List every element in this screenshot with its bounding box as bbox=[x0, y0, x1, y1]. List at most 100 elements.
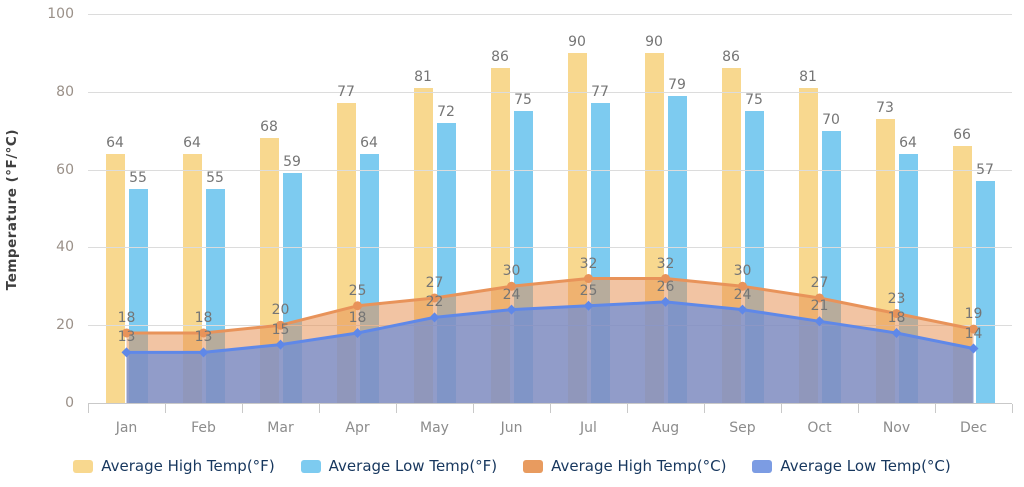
x-axis-tick bbox=[935, 404, 936, 413]
legend-item[interactable]: Average Low Temp(°F) bbox=[300, 457, 498, 475]
area-value-label: 27 bbox=[425, 274, 444, 291]
bar-value-label: 75 bbox=[745, 92, 763, 109]
bar-value-label: 75 bbox=[514, 92, 532, 109]
legend-item[interactable]: Average Low Temp(°C) bbox=[752, 457, 951, 475]
x-tick-label: May bbox=[420, 420, 449, 436]
bar-value-label: 90 bbox=[568, 33, 586, 50]
x-tick-label: Apr bbox=[345, 420, 370, 436]
diamond-marker bbox=[506, 304, 517, 315]
y-axis-title: Temperature (°F/°C) bbox=[4, 129, 20, 291]
bar-value-label: 81 bbox=[414, 68, 432, 85]
area-value-label: 21 bbox=[810, 298, 829, 315]
bar-value-label: 77 bbox=[591, 84, 609, 101]
x-axis-tick bbox=[319, 404, 320, 413]
x-tick-label: Dec bbox=[959, 420, 988, 436]
gridline bbox=[88, 14, 1012, 15]
gridline bbox=[88, 247, 1012, 248]
x-axis-tick bbox=[1012, 404, 1013, 413]
area-value-label: 24 bbox=[502, 286, 521, 303]
x-tick-label: Jun bbox=[500, 420, 523, 436]
x-axis-tick bbox=[396, 404, 397, 413]
diamond-marker bbox=[429, 312, 440, 323]
x-axis-tick bbox=[550, 404, 551, 413]
y-tick-label: 100 bbox=[47, 6, 74, 22]
area-value-label: 13 bbox=[117, 329, 136, 346]
gridline bbox=[88, 92, 1012, 93]
circle-marker bbox=[430, 293, 439, 303]
bar-value-label: 64 bbox=[106, 135, 124, 152]
bar-value-label: 68 bbox=[260, 119, 278, 136]
circle-marker bbox=[584, 274, 593, 284]
diamond-marker bbox=[737, 304, 748, 315]
area-avg-low-c bbox=[121, 296, 979, 403]
legend-label: Average High Temp(°F) bbox=[101, 457, 275, 475]
x-tick-label: Nov bbox=[882, 420, 911, 436]
bar-value-label: 79 bbox=[668, 76, 686, 93]
area-fill bbox=[126, 301, 974, 403]
legend-label: Average Low Temp(°F) bbox=[328, 457, 498, 475]
y-tick-label: 60 bbox=[56, 162, 74, 178]
area-value-label: 14 bbox=[964, 325, 983, 342]
y-tick-label: 20 bbox=[56, 317, 74, 333]
x-axis-tick bbox=[473, 404, 474, 413]
diamond-marker bbox=[814, 316, 825, 327]
bar-avg-high-f bbox=[105, 154, 125, 403]
area-value-label: 18 bbox=[194, 309, 213, 326]
area-value-label: 30 bbox=[502, 263, 521, 280]
bar-value-label: 57 bbox=[976, 162, 994, 179]
bar-value-label: 66 bbox=[953, 127, 971, 144]
area-value-label: 18 bbox=[117, 309, 136, 326]
bar-value-label: 86 bbox=[491, 49, 509, 66]
area-value-label: 25 bbox=[579, 282, 598, 299]
area-value-label: 22 bbox=[425, 294, 444, 311]
area-value-label: 23 bbox=[887, 290, 906, 307]
x-tick-label: Sep bbox=[729, 420, 756, 436]
area-value-label: 32 bbox=[579, 255, 598, 272]
circle-marker bbox=[815, 293, 824, 303]
legend: Average High Temp(°F) Average Low Temp(°F… bbox=[0, 451, 1024, 481]
diamond-marker bbox=[121, 347, 132, 358]
circle-marker bbox=[661, 274, 670, 284]
area-line bbox=[126, 300, 974, 354]
y-tick-label: 0 bbox=[65, 395, 74, 411]
legend-item[interactable]: Average High Temp(°F) bbox=[73, 457, 275, 475]
area-value-label: 15 bbox=[271, 321, 290, 338]
legend-item[interactable]: Average High Temp(°C) bbox=[523, 457, 726, 475]
bar-value-label: 81 bbox=[799, 68, 817, 85]
legend-swatch bbox=[752, 459, 773, 473]
bar-value-label: 70 bbox=[822, 111, 840, 128]
diamond-marker bbox=[275, 339, 286, 350]
bar-value-label: 59 bbox=[283, 154, 301, 171]
circle-marker bbox=[507, 281, 516, 291]
x-tick-label: Jan bbox=[115, 420, 138, 436]
bar-value-label: 73 bbox=[876, 100, 894, 117]
x-axis-tick bbox=[242, 404, 243, 413]
area-line bbox=[126, 277, 974, 335]
x-tick-label: Aug bbox=[651, 420, 680, 436]
area-value-label: 30 bbox=[733, 263, 752, 280]
gridline bbox=[88, 403, 1012, 404]
bar-avg-low-f bbox=[975, 181, 995, 403]
x-axis-tick bbox=[858, 404, 859, 413]
area-value-label: 20 bbox=[271, 302, 290, 319]
legend-swatch bbox=[73, 459, 94, 473]
legend-swatch bbox=[300, 459, 321, 473]
circle-marker bbox=[199, 328, 208, 338]
diamond-marker bbox=[198, 347, 209, 358]
x-tick-label: Mar bbox=[267, 420, 294, 436]
circle-marker bbox=[122, 328, 131, 338]
circle-marker bbox=[353, 301, 362, 311]
bar-value-label: 64 bbox=[183, 135, 201, 152]
x-tick-label: Jul bbox=[580, 420, 597, 436]
area-value-label: 32 bbox=[656, 255, 675, 272]
bar-value-label: 86 bbox=[722, 49, 740, 66]
area-value-label: 18 bbox=[348, 309, 367, 326]
bar-value-label: 64 bbox=[360, 135, 378, 152]
x-axis-tick bbox=[781, 404, 782, 413]
x-axis-tick bbox=[165, 404, 166, 413]
diamond-marker bbox=[583, 300, 594, 311]
area-value-label: 25 bbox=[348, 282, 367, 299]
